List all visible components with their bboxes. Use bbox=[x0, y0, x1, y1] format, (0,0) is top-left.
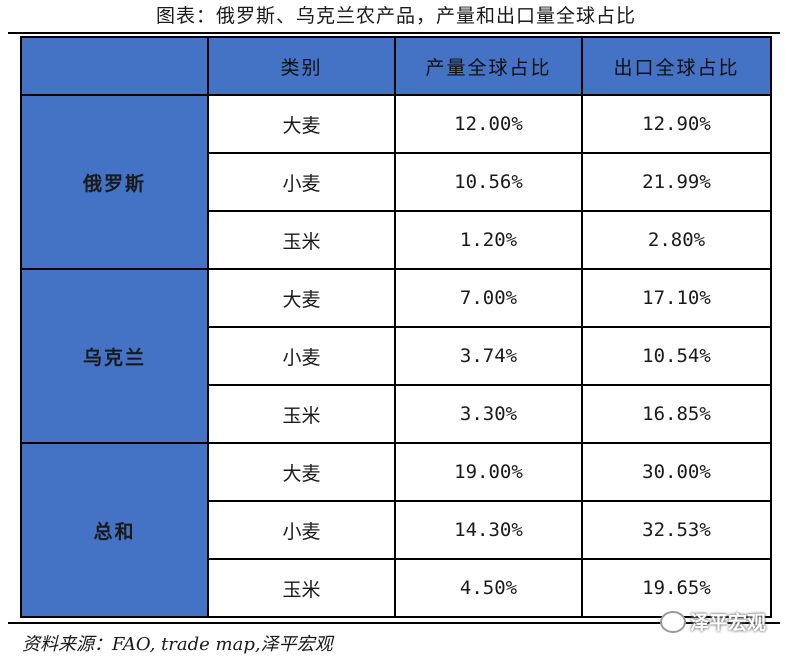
header-row: 类别 产量全球占比 出口全球占比 bbox=[20, 36, 772, 96]
table-row: 俄罗斯 大麦 12.00% 12.90% bbox=[20, 94, 772, 270]
export-cell: 2.80% bbox=[581, 210, 772, 270]
group-label-russia: 俄罗斯 bbox=[20, 94, 209, 270]
category-cell: 小麦 bbox=[207, 326, 396, 386]
group-label-ukraine: 乌克兰 bbox=[20, 268, 209, 444]
production-cell: 10.56% bbox=[394, 152, 583, 212]
top-rule bbox=[8, 32, 780, 34]
production-cell: 14.30% bbox=[394, 500, 583, 560]
source-note: 资料来源：FAO, trade map,泽平宏观 bbox=[22, 634, 333, 655]
production-cell: 7.00% bbox=[394, 268, 583, 328]
table-row: 总和 大麦 19.00% 30.00% bbox=[20, 442, 772, 618]
production-cell: 3.30% bbox=[394, 384, 583, 444]
table-row: 小麦 14.30% 32.53% bbox=[21, 500, 772, 560]
table-row: 玉米 1.20% 2.80% bbox=[21, 210, 772, 270]
header-production-share: 产量全球占比 bbox=[394, 36, 583, 96]
category-cell: 小麦 bbox=[207, 152, 396, 212]
watermark-text: 泽平宏观 bbox=[689, 612, 766, 634]
export-cell: 10.54% bbox=[581, 326, 772, 386]
production-cell: 19.00% bbox=[394, 442, 583, 502]
header-blank bbox=[20, 36, 209, 96]
category-cell: 玉米 bbox=[207, 210, 396, 270]
category-cell: 大麦 bbox=[207, 94, 396, 154]
header-category: 类别 bbox=[207, 36, 396, 96]
watermark: 泽平宏观 bbox=[659, 608, 766, 635]
category-cell: 玉米 bbox=[207, 558, 396, 618]
production-cell: 1.20% bbox=[394, 210, 583, 270]
table-row: 小麦 3.74% 10.54% bbox=[21, 326, 772, 386]
bottom-rule bbox=[8, 622, 780, 624]
production-cell: 3.74% bbox=[394, 326, 583, 386]
table-row: 小麦 10.56% 21.99% bbox=[21, 152, 772, 212]
share-table: 类别 产量全球占比 出口全球占比 俄罗斯 大麦 12.00% 12.90% 小麦… bbox=[20, 36, 772, 618]
page-title: 图表：俄罗斯、乌克兰农产品，产量和出口量全球占比 bbox=[155, 5, 636, 27]
category-cell: 小麦 bbox=[207, 500, 396, 560]
export-cell: 16.85% bbox=[581, 384, 772, 444]
header-export-share: 出口全球占比 bbox=[581, 36, 772, 96]
table-row: 乌克兰 大麦 7.00% 17.10% bbox=[20, 268, 772, 444]
production-cell: 12.00% bbox=[394, 94, 583, 154]
export-cell: 21.99% bbox=[581, 152, 772, 212]
export-cell: 30.00% bbox=[581, 442, 772, 502]
export-cell: 12.90% bbox=[581, 94, 772, 154]
export-cell: 32.53% bbox=[581, 500, 772, 560]
category-cell: 玉米 bbox=[207, 384, 396, 444]
table-row: 玉米 3.30% 16.85% bbox=[21, 384, 772, 444]
group-label-total: 总和 bbox=[20, 442, 209, 618]
category-cell: 大麦 bbox=[207, 268, 396, 328]
category-cell: 大麦 bbox=[207, 442, 396, 502]
table-row: 玉米 4.50% 19.65% bbox=[21, 558, 772, 618]
export-cell: 17.10% bbox=[581, 268, 772, 328]
production-cell: 4.50% bbox=[394, 558, 583, 618]
wechat-icon bbox=[659, 610, 686, 633]
